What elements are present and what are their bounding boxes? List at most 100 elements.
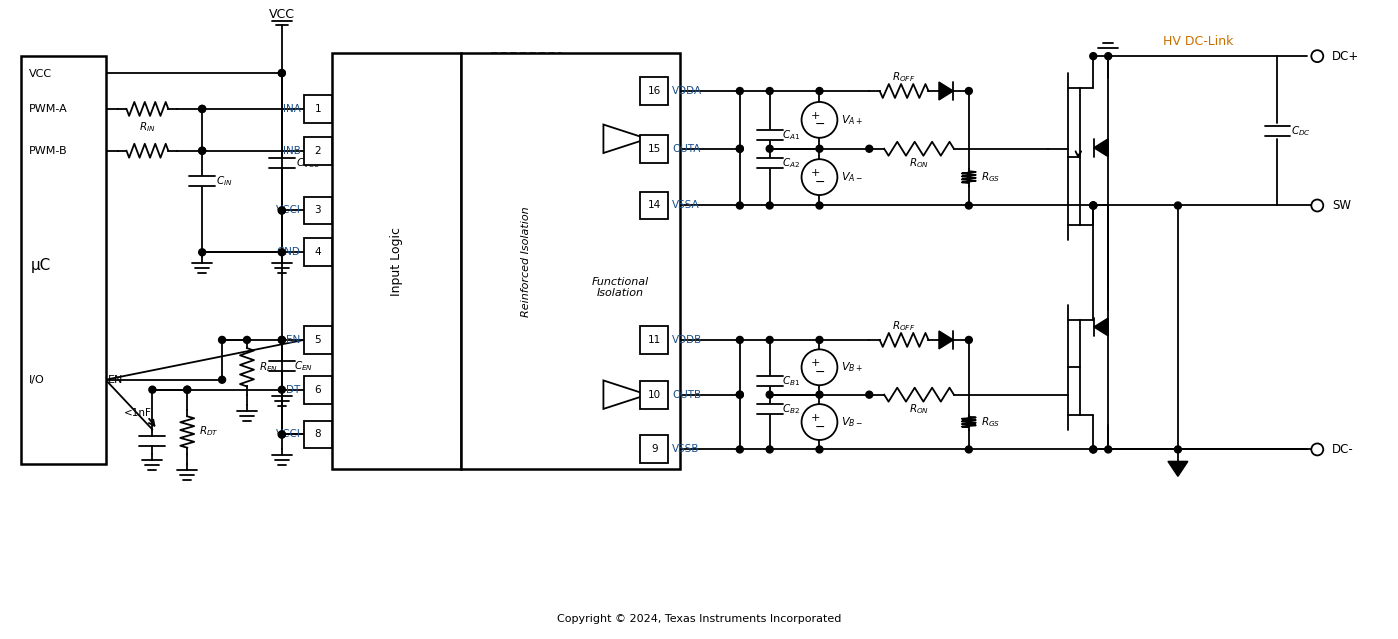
Circle shape <box>801 102 837 138</box>
Text: $R_{GS}$: $R_{GS}$ <box>981 170 1000 184</box>
Circle shape <box>1311 443 1324 456</box>
Circle shape <box>183 386 190 393</box>
Circle shape <box>766 391 773 398</box>
Text: VCC: VCC <box>29 69 52 79</box>
Circle shape <box>278 336 285 343</box>
Text: 9: 9 <box>651 445 657 454</box>
Circle shape <box>278 386 285 393</box>
Bar <box>640 77 668 105</box>
Bar <box>640 436 668 463</box>
Circle shape <box>278 207 285 214</box>
Bar <box>640 135 668 163</box>
Circle shape <box>737 202 744 209</box>
Text: 6: 6 <box>315 385 322 395</box>
Text: $R_{GS}$: $R_{GS}$ <box>981 415 1000 429</box>
Text: 10: 10 <box>647 390 661 399</box>
Text: −: − <box>814 420 825 433</box>
Circle shape <box>737 391 744 398</box>
Text: $V_{A-}$: $V_{A-}$ <box>842 170 864 184</box>
Text: GND: GND <box>277 247 301 258</box>
Text: 3: 3 <box>315 206 322 215</box>
Circle shape <box>766 446 773 453</box>
Circle shape <box>801 404 837 440</box>
Text: $C_{IN}$: $C_{IN}$ <box>217 174 232 187</box>
Circle shape <box>737 391 744 398</box>
Polygon shape <box>939 331 953 349</box>
Bar <box>331 53 461 470</box>
Bar <box>303 95 331 123</box>
Bar <box>303 376 331 404</box>
Circle shape <box>1311 199 1324 212</box>
Polygon shape <box>604 125 647 153</box>
Text: VDDB: VDDB <box>672 335 702 345</box>
Text: $C_{A1}$: $C_{A1}$ <box>781 128 800 142</box>
Circle shape <box>199 249 206 256</box>
Text: EN: EN <box>287 335 301 345</box>
Bar <box>303 137 331 165</box>
Text: −: − <box>814 176 825 189</box>
Text: VCCI: VCCI <box>275 206 301 215</box>
Text: +: + <box>811 111 821 121</box>
Circle shape <box>766 145 773 152</box>
Circle shape <box>865 145 872 152</box>
Text: DC+: DC+ <box>1332 50 1359 63</box>
Text: SW: SW <box>1332 199 1352 212</box>
Circle shape <box>801 350 837 385</box>
Circle shape <box>1104 52 1111 59</box>
Circle shape <box>816 88 823 95</box>
Text: 15: 15 <box>647 144 661 154</box>
Circle shape <box>766 202 773 209</box>
Circle shape <box>1174 202 1181 209</box>
Text: 2: 2 <box>315 146 322 156</box>
Text: 8: 8 <box>315 429 322 440</box>
Text: INB: INB <box>282 146 301 156</box>
Text: 16: 16 <box>647 86 661 96</box>
Text: VSSA: VSSA <box>672 201 700 210</box>
Text: VCC: VCC <box>268 8 295 21</box>
Circle shape <box>1090 202 1097 209</box>
Circle shape <box>1090 52 1097 59</box>
Text: $C_{VCC}$: $C_{VCC}$ <box>296 156 320 169</box>
Circle shape <box>816 145 823 152</box>
Text: $R_{OFF}$: $R_{OFF}$ <box>892 70 916 84</box>
Circle shape <box>1090 202 1097 209</box>
Text: Input Logic: Input Logic <box>390 227 403 296</box>
Bar <box>640 326 668 354</box>
Text: 5: 5 <box>315 335 322 345</box>
Text: −: − <box>814 366 825 379</box>
Bar <box>640 381 668 408</box>
Text: $R_{ON}$: $R_{ON}$ <box>909 156 930 169</box>
Circle shape <box>1174 446 1181 453</box>
Circle shape <box>278 431 285 438</box>
Circle shape <box>966 202 972 209</box>
Circle shape <box>1090 446 1097 453</box>
Circle shape <box>183 386 190 393</box>
Polygon shape <box>604 380 647 409</box>
Circle shape <box>1090 446 1097 453</box>
Text: $R_{IN}$: $R_{IN}$ <box>140 120 155 134</box>
Polygon shape <box>1093 139 1109 157</box>
Circle shape <box>199 147 206 154</box>
Circle shape <box>278 249 285 256</box>
Circle shape <box>737 145 744 152</box>
Text: 1: 1 <box>315 104 322 114</box>
Text: Copyright © 2024, Texas Instruments Incorporated: Copyright © 2024, Texas Instruments Inco… <box>556 613 842 624</box>
Text: $C_{DC}$: $C_{DC}$ <box>1292 124 1311 138</box>
Text: VSSB: VSSB <box>672 445 699 454</box>
Circle shape <box>737 446 744 453</box>
Circle shape <box>816 391 823 398</box>
Bar <box>303 197 331 224</box>
Circle shape <box>150 386 155 393</box>
Circle shape <box>278 336 285 343</box>
Circle shape <box>816 336 823 343</box>
Circle shape <box>278 70 285 77</box>
Circle shape <box>199 105 206 112</box>
Text: $C_{A2}$: $C_{A2}$ <box>781 156 800 169</box>
Text: Reinforced Isolation: Reinforced Isolation <box>521 206 531 316</box>
Circle shape <box>199 147 206 154</box>
Text: OUTB: OUTB <box>672 390 702 399</box>
Text: VDDA: VDDA <box>672 86 702 96</box>
Text: $C_{B1}$: $C_{B1}$ <box>781 374 800 388</box>
Text: EN: EN <box>108 374 123 385</box>
Text: $V_{A+}$: $V_{A+}$ <box>842 113 864 127</box>
